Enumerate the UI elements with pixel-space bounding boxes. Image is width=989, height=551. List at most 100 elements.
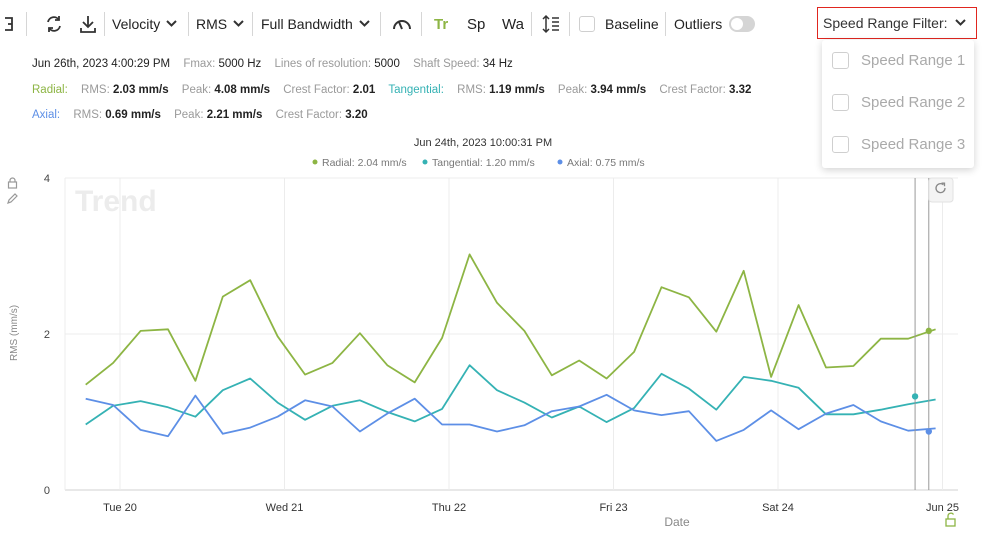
series-axial-line (85, 393, 936, 442)
chevron-down-icon (166, 20, 177, 27)
outliers-switch[interactable] (729, 16, 756, 32)
toolbar-divider (104, 12, 105, 36)
y-tick-label: 0 (44, 485, 50, 497)
refresh-icon[interactable] (44, 10, 64, 38)
trend-chart[interactable]: Jun 24th, 2023 10:00:31 PM Radial: 2.04 … (0, 130, 989, 551)
sidebar-toggle-icon[interactable] (4, 10, 16, 38)
axial-peak-label: Peak: (174, 109, 204, 121)
measurement-info-row: Jun 26th, 2023 4:00:29 PM Fmax: 5000 Hz … (32, 58, 513, 70)
measure-dropdown[interactable]: Velocity (112, 10, 177, 38)
tab-waveform[interactable]: Wa (502, 15, 524, 33)
chevron-down-icon (954, 19, 966, 26)
tangential-cf-value: 3.32 (729, 84, 752, 96)
lock-icon[interactable] (7, 176, 18, 194)
speed-range-filter-label: Speed Range Filter: (823, 15, 948, 31)
speed-range-3-label: Speed Range 3 (861, 135, 966, 153)
download-icon[interactable] (78, 10, 98, 38)
tab-spectrum[interactable]: Sp (467, 15, 486, 33)
toolbar: Velocity RMS Full Bandwidth Tr Sp Wa Bas… (0, 0, 989, 46)
toolbar-divider (421, 12, 422, 36)
metric-dropdown[interactable]: RMS (196, 10, 244, 38)
toolbar-divider (380, 12, 381, 36)
radial-peak-label: Peak: (181, 84, 212, 96)
lines-label: Lines of resolution: (274, 58, 372, 70)
lines-value: 5000 (374, 58, 400, 70)
shaft-speed-label: Shaft Speed: (413, 58, 480, 70)
x-tick-label: Jun 25 (926, 502, 959, 514)
radial-peak-value: 4.08 mm/s (214, 84, 271, 96)
tab-trend[interactable]: Tr (434, 15, 449, 33)
speed-range-2-checkbox[interactable] (832, 93, 849, 111)
axial-info-row: Axial: RMS: 0.69 mm/s Peak: 2.21 mm/s Cr… (32, 109, 368, 121)
tangential-peak-label: Peak: (557, 84, 588, 96)
series-radial-line (85, 253, 936, 386)
legend-dot (312, 159, 318, 165)
outliers-toggle[interactable]: Outliers (674, 10, 756, 38)
radial-rms-label: RMS: (81, 84, 110, 96)
x-axis-label: Date (664, 515, 690, 529)
radial-rms-value: 2.03 mm/s (112, 84, 169, 96)
speed-range-1-checkbox[interactable] (832, 51, 849, 69)
toolbar-divider (252, 12, 253, 36)
reset-zoom-button[interactable] (928, 177, 954, 203)
line-spacing-icon[interactable] (542, 10, 560, 38)
y-tick-label: 2 (44, 329, 50, 341)
tangential-cf-label: Crest Factor: (659, 84, 726, 96)
chart-grid (64, 177, 958, 491)
series-radial-marker (925, 327, 932, 335)
speed-range-option-3[interactable]: Speed Range 3 (832, 131, 965, 157)
speed-range-option-2[interactable]: Speed Range 2 (832, 89, 965, 115)
toolbar-divider (26, 12, 27, 36)
legend-item: Axial: 0.75 mm/s (567, 157, 645, 169)
pencil-icon[interactable] (6, 192, 19, 210)
bandwidth-dropdown[interactable]: Full Bandwidth (261, 10, 370, 38)
axial-rms-label: RMS: (73, 109, 103, 121)
hover-timestamp: Jun 24th, 2023 10:00:31 PM (414, 137, 552, 149)
tangential-rms-value: 1.19 mm/s (489, 84, 545, 96)
chart-series (85, 253, 936, 442)
bandwidth-dropdown-label: Full Bandwidth (261, 16, 353, 32)
tangential-name: Tangential: (388, 84, 444, 96)
outliers-label: Outliers (674, 16, 723, 32)
toolbar-divider (569, 12, 570, 36)
shaft-speed-value: 34 Hz (482, 58, 513, 70)
unlock-icon[interactable] (945, 512, 956, 527)
tangential-peak-value: 3.94 mm/s (590, 84, 647, 96)
radial-tangential-info-row: Radial: RMS: 2.03 mm/s Peak: 4.08 mm/s C… (32, 84, 751, 96)
x-tick-label: Wed 21 (266, 502, 304, 514)
legend-dot (422, 159, 428, 165)
axial-rms-value: 0.69 mm/s (105, 109, 161, 121)
chevron-down-icon (233, 20, 244, 27)
radial-name: Radial: (32, 84, 68, 96)
radial-cf-value: 2.01 (352, 84, 376, 96)
speed-range-3-checkbox[interactable] (832, 135, 849, 153)
y-axis-label: RMS (mm/s) (9, 305, 20, 361)
x-tick-label: Tue 20 (103, 502, 137, 514)
axial-cf-value: 3.20 (345, 109, 368, 121)
legend-item: Radial: 2.04 mm/s (322, 157, 407, 169)
x-tick-label: Thu 22 (432, 502, 466, 514)
gauge-icon[interactable] (392, 10, 412, 38)
hover-cursor (911, 178, 932, 490)
speed-range-1-label: Speed Range 1 (861, 51, 966, 69)
legend-item: Tangential: 1.20 mm/s (432, 157, 535, 169)
tangential-rms-label: RMS: (457, 84, 486, 96)
legend-dot (557, 159, 563, 165)
baseline-toggle[interactable]: Baseline (579, 10, 659, 38)
y-tick-label: 4 (44, 173, 50, 185)
reset-icon (935, 183, 946, 194)
chevron-down-icon (359, 20, 370, 27)
fmax-value: 5000 Hz (218, 58, 262, 70)
measure-dropdown-label: Velocity (112, 16, 161, 32)
series-axial-marker (925, 428, 932, 435)
baseline-label: Baseline (605, 16, 659, 32)
speed-range-filter-dropdown[interactable]: Speed Range Filter: (817, 7, 977, 39)
x-axis: Tue 20 Wed 21 Thu 22 Fri 23 Sat 24 Jun 25 (103, 502, 959, 514)
radial-cf-label: Crest Factor: (283, 84, 350, 96)
speed-range-option-1[interactable]: Speed Range 1 (832, 47, 965, 73)
axial-peak-value: 2.21 mm/s (206, 109, 263, 121)
toolbar-divider (665, 12, 666, 36)
metric-dropdown-label: RMS (196, 16, 228, 32)
baseline-checkbox[interactable] (579, 16, 595, 32)
x-tick-label: Fri 23 (599, 502, 627, 514)
